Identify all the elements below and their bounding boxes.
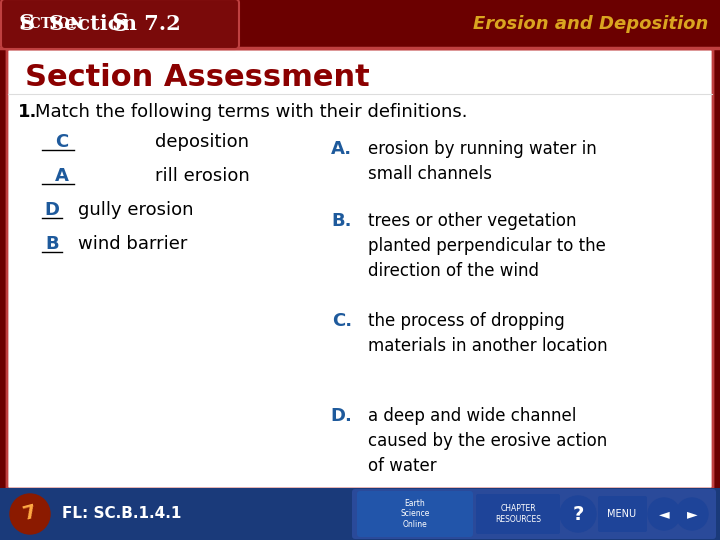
Text: ◄: ◄ <box>659 507 670 521</box>
Text: Section Assessment: Section Assessment <box>25 64 370 92</box>
Text: D: D <box>45 201 60 219</box>
Text: CHAPTER
RESOURCES: CHAPTER RESOURCES <box>495 504 541 524</box>
Text: the process of dropping
materials in another location: the process of dropping materials in ano… <box>368 312 608 355</box>
Text: a deep and wide channel
caused by the erosive action
of water: a deep and wide channel caused by the er… <box>368 407 607 475</box>
Circle shape <box>676 498 708 530</box>
Bar <box>0 0 720 48</box>
Circle shape <box>10 494 50 534</box>
Text: 1.: 1. <box>18 103 37 121</box>
FancyBboxPatch shape <box>7 49 713 489</box>
Text: D.: D. <box>330 407 352 425</box>
Text: deposition: deposition <box>155 133 249 151</box>
FancyBboxPatch shape <box>598 496 647 532</box>
Text: B: B <box>45 235 59 253</box>
Text: S: S <box>19 13 35 35</box>
FancyBboxPatch shape <box>357 491 473 537</box>
Text: 7: 7 <box>21 502 39 524</box>
Circle shape <box>560 496 596 532</box>
FancyBboxPatch shape <box>352 489 716 539</box>
Text: ►: ► <box>687 507 697 521</box>
Text: C.: C. <box>332 312 352 330</box>
Text: S: S <box>112 12 128 36</box>
Text: Section 7.2: Section 7.2 <box>49 14 181 34</box>
Text: MENU: MENU <box>608 509 636 519</box>
Text: trees or other vegetation
planted perpendicular to the
direction of the wind: trees or other vegetation planted perpen… <box>368 212 606 280</box>
Text: Match the following terms with their definitions.: Match the following terms with their def… <box>35 103 467 121</box>
Text: rill erosion: rill erosion <box>155 167 250 185</box>
Circle shape <box>648 498 680 530</box>
Text: ECTION: ECTION <box>19 17 83 31</box>
Bar <box>0 488 720 540</box>
Text: C: C <box>55 133 68 151</box>
Text: erosion by running water in
small channels: erosion by running water in small channe… <box>368 140 597 183</box>
Text: A.: A. <box>331 140 352 158</box>
Text: gully erosion: gully erosion <box>78 201 194 219</box>
FancyBboxPatch shape <box>476 494 560 534</box>
FancyBboxPatch shape <box>1 0 239 49</box>
Text: Erosion and Deposition: Erosion and Deposition <box>472 15 708 33</box>
Text: FL: SC.B.1.4.1: FL: SC.B.1.4.1 <box>62 507 181 522</box>
Text: ?: ? <box>572 504 584 523</box>
Text: A: A <box>55 167 69 185</box>
Text: Earth
Science
Online: Earth Science Online <box>400 499 430 529</box>
Text: wind barrier: wind barrier <box>78 235 187 253</box>
Text: B.: B. <box>331 212 352 230</box>
